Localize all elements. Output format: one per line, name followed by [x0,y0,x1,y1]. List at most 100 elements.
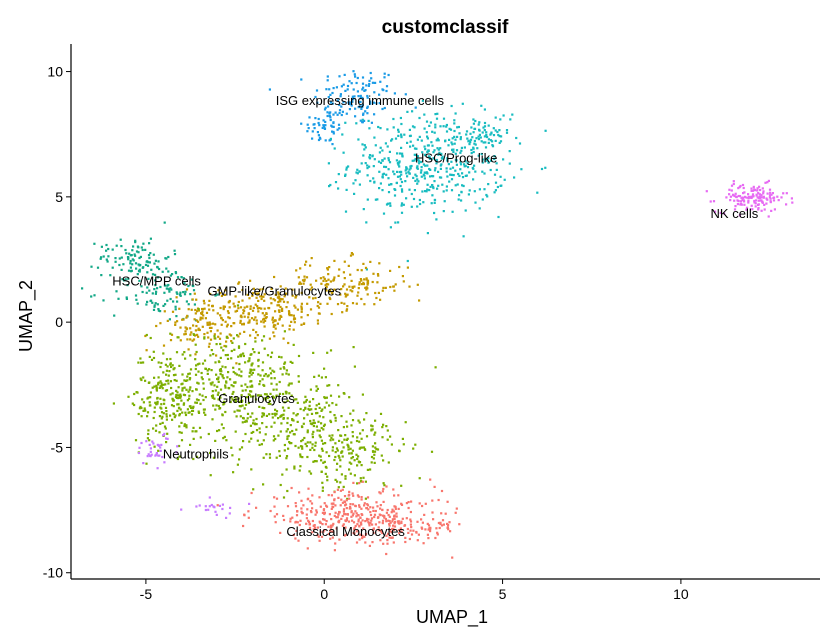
data-point [361,393,364,396]
data-point [290,442,293,445]
data-point [127,395,130,398]
data-point [437,153,440,156]
data-point [374,431,377,434]
data-point [344,434,347,437]
data-point [327,532,330,536]
data-point [414,179,417,182]
data-point [263,314,266,317]
data-point [356,494,359,497]
data-point [358,281,361,284]
data-point [378,187,381,190]
data-point [499,175,502,178]
data-point [323,529,326,532]
data-point [400,180,404,184]
data-point [747,199,750,202]
data-point [320,426,323,430]
data-point [216,312,219,315]
data-point [303,417,306,420]
data-point [192,405,195,408]
data-point [397,507,400,510]
x-tick-label: 5 [499,586,507,602]
data-point [224,366,227,369]
data-point [450,189,454,192]
data-point [153,445,156,448]
data-point [437,498,440,502]
data-point [166,432,169,435]
data-point [191,284,194,287]
data-point [728,188,731,191]
data-point [364,162,367,165]
data-point [347,494,350,497]
data-point [471,136,474,139]
data-point [155,452,158,455]
data-point [351,419,355,422]
data-point [338,439,341,442]
data-point [239,319,242,322]
data-point [429,530,432,533]
data-point [175,379,178,382]
data-point [308,400,311,403]
data-point [384,165,388,169]
data-point [270,302,273,305]
data-point [391,520,394,523]
data-point [135,267,138,270]
data-point [178,431,181,434]
data-point [254,292,257,295]
data-point [359,105,362,108]
data-point [299,519,302,522]
data-point [494,129,497,132]
data-point [273,496,276,499]
data-point [754,199,758,202]
data-point [500,184,503,187]
data-point [124,248,127,252]
data-point [315,89,319,92]
data-point [157,309,160,312]
data-point [342,83,345,86]
data-point [291,294,294,297]
data-point [334,451,337,454]
data-point [494,139,497,142]
data-point [404,540,407,544]
data-point [368,82,371,86]
data-point [373,515,376,519]
data-point [134,241,137,244]
data-point [236,463,239,466]
data-point [315,511,318,514]
data-point [393,522,396,525]
data-point [176,394,179,397]
data-point [743,195,747,198]
data-point [423,127,426,130]
data-point [242,312,245,315]
data-point [102,299,105,302]
data-point [339,489,342,492]
data-point [433,169,437,172]
data-point [347,165,350,168]
data-point [477,138,481,141]
data-point [252,395,255,398]
data-point [481,131,484,134]
data-point [433,201,436,204]
data-point [331,536,334,539]
data-point [291,288,294,291]
data-point [332,121,335,124]
data-point [107,255,110,258]
data-point [418,502,421,505]
data-point [194,401,197,404]
data-point [148,381,151,384]
data-point [373,461,376,464]
data-point [334,181,338,184]
data-point [331,91,334,95]
data-point [170,365,173,368]
data-point [379,412,383,415]
data-point [466,137,469,140]
x-tick-label: 10 [673,586,689,602]
data-point [400,204,403,207]
data-point [127,258,130,261]
data-point [382,423,385,426]
data-point [398,152,402,155]
data-point [237,355,240,358]
data-point [263,299,266,302]
data-point [398,522,401,525]
data-point [401,275,404,278]
data-point [286,505,290,508]
